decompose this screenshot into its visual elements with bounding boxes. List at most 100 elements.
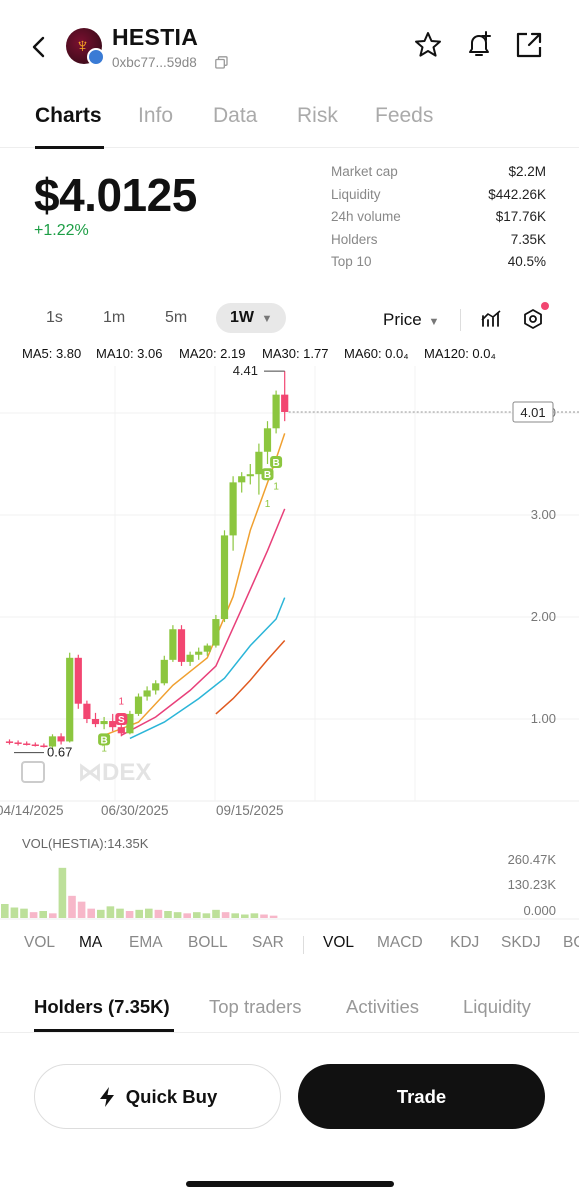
stat-row: Top 10 40.5% (331, 254, 546, 277)
quick-buy-button[interactable]: Quick Buy (34, 1064, 281, 1129)
indicator-boll-main[interactable]: BOLL (188, 934, 228, 951)
tab-top-traders[interactable]: Top traders (209, 996, 302, 1017)
candle-body (126, 713, 134, 734)
y-tick-label: 3.00 (531, 507, 556, 522)
volume-bar (241, 914, 249, 918)
candle-body (48, 736, 57, 747)
stat-value: 7.35K (510, 231, 546, 247)
volume-bar (116, 908, 124, 918)
indicator-skdj[interactable]: SKDJ (501, 934, 541, 951)
candle-body (100, 721, 108, 725)
volume-bar (135, 909, 143, 918)
ma5-line (103, 433, 286, 737)
chevron-down-icon: ▼ (261, 313, 273, 325)
volume-label: VOL(HESTIA):14.35K (22, 836, 149, 851)
stat-value: $2.2M (508, 164, 546, 179)
candle-body (246, 474, 254, 477)
stat-label: Top 10 (331, 254, 372, 269)
timeframe-1w[interactable]: 1W ▼ (216, 303, 287, 333)
bottom-tabs: Holders (7.35K) Top traders Activities L… (0, 988, 579, 1033)
indicator-ema[interactable]: EMA (129, 934, 163, 951)
volume-bar (39, 911, 47, 918)
volume-bar (193, 912, 201, 918)
y-tick-label: 2.00 (531, 609, 556, 624)
indicator-vol-main[interactable]: VOL (24, 934, 56, 951)
buy-marker: B (264, 470, 271, 481)
trade-label: Trade (396, 1085, 447, 1107)
ma20-label: MA20: 2.19 (179, 346, 246, 361)
settings-icon[interactable] (522, 308, 544, 330)
stat-label: Liquidity (331, 186, 381, 202)
ma30-label: MA30: 1.77 (262, 346, 329, 361)
high-price-label: 4.41 (233, 366, 258, 378)
timeframe-5m[interactable]: 5m (165, 309, 188, 326)
tab-info[interactable]: Info (138, 104, 174, 127)
bell-plus-icon[interactable] (464, 30, 494, 60)
volume-tick-label: 0.000 (523, 903, 556, 918)
timeframe-1s[interactable]: 1s (46, 309, 63, 326)
sell-marker: S (118, 715, 125, 726)
stat-row: 24h volume $17.76K (331, 209, 546, 232)
volume-bar (20, 908, 28, 918)
tab-activities[interactable]: Activities (346, 996, 419, 1017)
candle-body (229, 482, 237, 536)
tab-data[interactable]: Data (213, 104, 258, 127)
timeframe-1m[interactable]: 1m (103, 309, 126, 326)
volume-bar (221, 912, 230, 918)
volume-bar (154, 909, 163, 918)
tab-risk[interactable]: Risk (297, 104, 338, 127)
tab-charts[interactable]: Charts (35, 104, 102, 127)
ma5-label: MA5: 3.80 (22, 346, 82, 361)
bottom-tab-underline (34, 1029, 174, 1032)
candle-body (83, 703, 91, 719)
price-select[interactable]: Price ▼ (383, 310, 439, 330)
chart-annotations: 4.41 0.67 4.01 ⋈DEX (14, 366, 579, 786)
stat-label: Market cap (331, 164, 398, 179)
candle-body (23, 743, 31, 745)
chart-grid (0, 366, 579, 802)
stat-label: Holders (331, 231, 378, 247)
back-icon[interactable] (28, 30, 52, 64)
volume-tick-label: 260.47K (508, 852, 557, 867)
tab-liquidity[interactable]: Liquidity (463, 996, 531, 1017)
indicator-vol-sub[interactable]: VOL (323, 934, 355, 951)
x-axis: 04/14/2025 06/30/2025 09/15/2025 (0, 803, 284, 818)
tab-feeds[interactable]: Feeds (375, 104, 434, 127)
indicator-macd[interactable]: MACD (377, 934, 423, 951)
copy-icon[interactable] (215, 56, 228, 69)
volume-bar (49, 913, 57, 918)
stat-row: Holders 7.35K (331, 232, 546, 255)
candle-body (134, 696, 143, 714)
candle-body (195, 651, 203, 655)
tab-holders[interactable]: Holders (7.35K) (34, 996, 170, 1017)
indicator-sar[interactable]: SAR (252, 934, 284, 951)
star-icon[interactable] (413, 30, 443, 60)
candle-body (31, 744, 39, 746)
lightning-icon (99, 1086, 114, 1107)
candle-body (14, 742, 22, 744)
buy-count: 1 (273, 482, 279, 493)
candle-body (40, 745, 48, 748)
trade-button[interactable]: Trade (298, 1064, 545, 1129)
x-tick-label: 04/14/2025 (0, 803, 64, 818)
stat-value: 40.5% (507, 254, 546, 269)
candle-body (255, 451, 263, 475)
main-tabs: Charts Info Data Risk Feeds (0, 98, 579, 148)
indicator-bar: VOL MA EMA BOLL SAR VOL MACD KDJ SKDJ BO… (0, 926, 579, 960)
candle-body (152, 683, 160, 691)
divider (460, 309, 461, 331)
indicator-kdj[interactable]: KDJ (450, 934, 480, 951)
indicator-boll-sub[interactable]: BOLL (563, 934, 579, 951)
volume-bar (106, 906, 115, 918)
ma10-line (120, 508, 286, 736)
x-tick-label: 09/15/2025 (216, 803, 284, 818)
share-icon[interactable] (514, 30, 544, 60)
header: ♆ HESTIA 0xbc77...59d8 (0, 0, 579, 92)
indicator-ma[interactable]: MA (79, 934, 103, 951)
candle-body (74, 657, 82, 704)
volume-tick-label: 130.23K (508, 877, 557, 892)
token-stats: Market cap $2.2M Liquidity $442.26K 24h vo… (331, 164, 546, 277)
indicator-chart-icon[interactable] (480, 308, 502, 330)
